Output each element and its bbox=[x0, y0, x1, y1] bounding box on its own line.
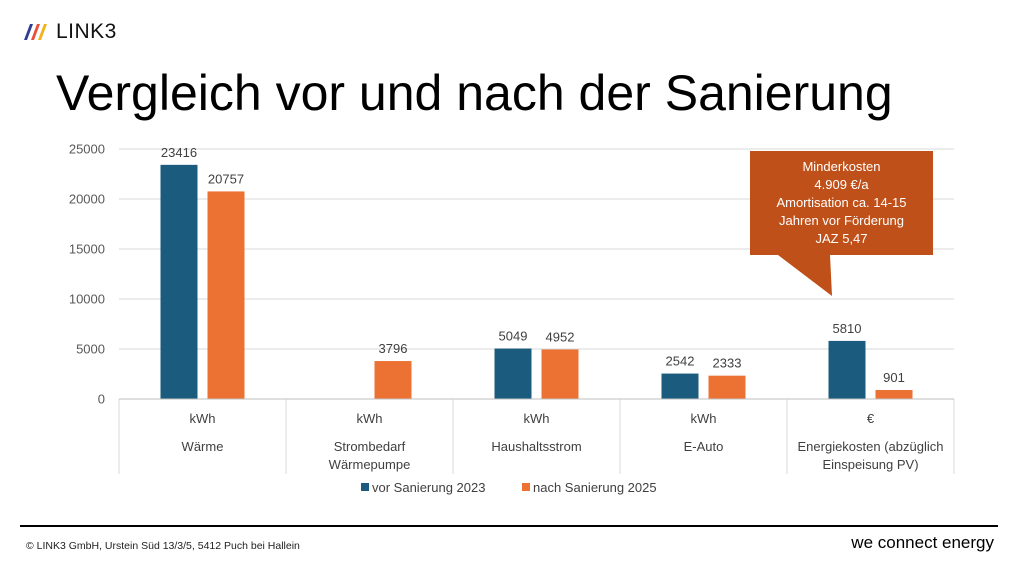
category-name-label: Wärmepumpe bbox=[329, 457, 411, 472]
legend-swatch bbox=[522, 483, 530, 491]
bar bbox=[541, 349, 579, 399]
callout-line: JAZ 5,47 bbox=[815, 231, 868, 246]
callout-line: Jahren vor Förderung bbox=[778, 213, 904, 228]
callout-line: Amortisation ca. 14-15 bbox=[776, 195, 907, 210]
bar-chart: 0 5000 10000 15000 20000 25000 23416 20757 kWh Wä… bbox=[69, 142, 955, 495]
callout-line: 4.909 €/a bbox=[814, 177, 869, 192]
data-label: 5049 bbox=[499, 329, 528, 344]
bar bbox=[160, 164, 198, 399]
y-tick-label: 25000 bbox=[69, 142, 105, 157]
category-unit-label: kWh bbox=[357, 411, 383, 426]
bar bbox=[494, 348, 532, 399]
data-label: 901 bbox=[883, 370, 905, 385]
footer-tagline: we connect energy bbox=[851, 533, 994, 552]
category-name-label: Einspeisung PV) bbox=[822, 457, 918, 472]
category-name-label: Strombedarf bbox=[334, 439, 406, 454]
slide-title: Vergleich vor und nach der Sanierung bbox=[56, 65, 893, 121]
callout-box bbox=[750, 151, 933, 296]
y-tick-label: 15000 bbox=[69, 242, 105, 257]
category-name-label: E-Auto bbox=[684, 439, 724, 454]
bar bbox=[828, 340, 866, 399]
footer-divider bbox=[20, 525, 998, 527]
footer-copyright: © LINK3 GmbH, Urstein Süd 13/3/5, 5412 P… bbox=[26, 540, 300, 552]
brand-name: LINK3 bbox=[56, 20, 117, 43]
bar bbox=[708, 375, 746, 399]
savings-callout-text: Minderkosten 4.909 €/a Amortisation ca. … bbox=[750, 151, 933, 255]
link3-logo-icon bbox=[24, 24, 47, 40]
bar bbox=[207, 191, 245, 399]
y-tick-label: 5000 bbox=[76, 342, 105, 357]
data-label: 20757 bbox=[208, 171, 244, 186]
category-unit-label: kWh bbox=[190, 411, 216, 426]
bar bbox=[661, 373, 699, 399]
callout-line: Minderkosten bbox=[802, 159, 881, 174]
category-name-label: Wärme bbox=[182, 439, 224, 454]
y-tick-label: 10000 bbox=[69, 292, 105, 307]
data-label: 5810 bbox=[833, 321, 862, 336]
legend-label: vor Sanierung 2023 bbox=[372, 480, 485, 495]
data-label: 3796 bbox=[379, 341, 408, 356]
legend-swatch bbox=[361, 483, 369, 491]
y-tick-label: 20000 bbox=[69, 192, 105, 207]
data-label: 2333 bbox=[713, 356, 742, 371]
category-unit-label: kWh bbox=[524, 411, 550, 426]
category-name-label: Energiekosten (abzüglich bbox=[798, 439, 944, 454]
bar bbox=[374, 361, 412, 399]
data-label: 2542 bbox=[666, 354, 695, 369]
bar bbox=[875, 389, 913, 399]
category-name-label: Haushaltsstrom bbox=[491, 439, 581, 454]
brand-logo: LINK3 bbox=[22, 20, 117, 44]
data-label: 4952 bbox=[546, 329, 575, 344]
legend-label: nach Sanierung 2025 bbox=[533, 480, 657, 495]
y-tick-label: 0 bbox=[98, 392, 105, 407]
category-unit-label: € bbox=[867, 411, 875, 426]
data-label: 23416 bbox=[161, 145, 197, 160]
category-unit-label: kWh bbox=[691, 411, 717, 426]
